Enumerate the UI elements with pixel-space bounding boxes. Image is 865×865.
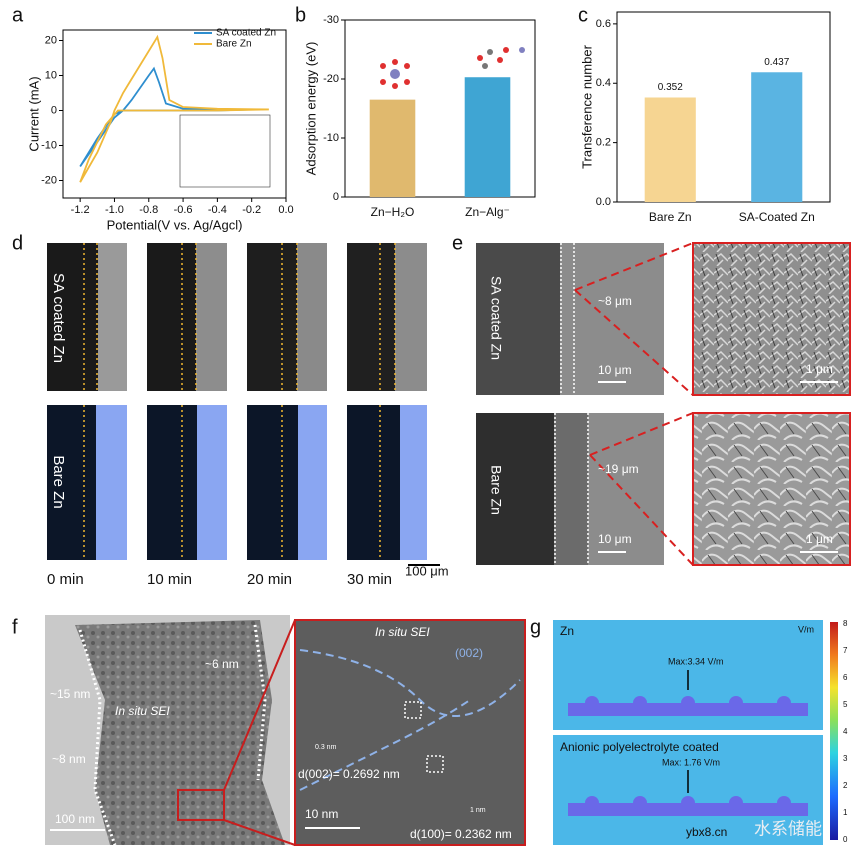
x-tick-label: Bare Zn: [649, 210, 692, 224]
series-line: [79, 34, 269, 183]
y-tick-label: -10: [41, 139, 57, 151]
y-tick-label: 0.0: [596, 196, 611, 208]
y-axis-label: Adsorption energy (eV): [303, 42, 318, 176]
y-tick-label: -10: [323, 132, 339, 144]
bar: [751, 72, 803, 202]
x-tick-label: -1.2: [71, 204, 90, 216]
time-label: 30 min: [347, 571, 392, 588]
colorbar-tick-label: 1: [843, 808, 848, 817]
bar: [369, 99, 416, 197]
y-tick-label: -20: [41, 174, 57, 186]
y-tick-label: 20: [45, 34, 57, 46]
y-tick-label: 0: [51, 104, 57, 116]
tem-label: (002): [455, 646, 483, 660]
x-axis-label: Potential(V vs. Ag/Agcl): [107, 217, 243, 232]
tem-label: d(100)= 0.2362 nm: [410, 827, 512, 841]
x-tick-label: 0.0: [278, 204, 293, 216]
legend-label: Bare Zn: [216, 39, 252, 50]
y-tick-label: 10: [45, 69, 57, 81]
field-simulation: [553, 620, 838, 845]
tem-label: ~8 nm: [52, 752, 86, 766]
tem-images: [45, 615, 526, 846]
region-label: Zn: [560, 624, 574, 638]
tem-label: 10 nm: [305, 807, 338, 821]
panel-label: d: [12, 232, 23, 254]
sem-images: [476, 242, 851, 566]
colorbar-tick-label: 6: [843, 673, 848, 682]
x-tick-label: Zn−Alg⁻: [465, 205, 510, 219]
y-tick-label: 0.2: [596, 137, 611, 149]
colorbar-tick-label: 5: [843, 700, 848, 709]
thickness-label: ~19 μm: [598, 462, 639, 476]
y-tick-label: 0.4: [596, 77, 611, 89]
inset: [179, 114, 271, 188]
tem-label: 0.3 nm: [315, 744, 337, 751]
x-tick-label: -1.0: [105, 204, 124, 216]
tem-label: 100 nm: [55, 812, 95, 826]
panel-label: e: [452, 232, 463, 254]
bar: [464, 77, 511, 197]
x-tick-label: Zn−H₂O: [371, 205, 415, 219]
tem-label: ~6 nm: [205, 657, 239, 671]
panel-label: g: [530, 616, 541, 638]
tem-label: In situ SEI: [115, 704, 170, 718]
watermark: ybx8.cn: [686, 825, 727, 839]
plot-frame: [616, 11, 831, 203]
scale-bar-label: 10 μm: [598, 363, 632, 377]
colorbar-tick-label: 4: [843, 727, 848, 736]
tem-label: ~15 nm: [50, 687, 90, 701]
colorbar-tick-label: 8: [843, 619, 848, 628]
y-tick-label: 0.6: [596, 18, 611, 30]
y-tick-label: 0: [333, 191, 339, 203]
tem-label: In situ SEI: [375, 625, 430, 639]
colorbar-tick-label: 7: [843, 646, 848, 655]
time-label: 10 min: [147, 571, 192, 588]
colorbar-tick-label: 0: [843, 835, 848, 844]
data-label: 0.437: [764, 57, 789, 68]
time-label: 20 min: [247, 571, 292, 588]
watermark: 水系储能: [754, 819, 822, 838]
scale-bar-label: 1 μm: [806, 532, 833, 546]
time-label: 0 min: [47, 571, 84, 588]
max-label: Max: 1.76 V/m: [662, 757, 720, 767]
y-tick-label: -30: [323, 14, 339, 26]
x-tick-label: -0.4: [208, 204, 227, 216]
panel-label: a: [12, 4, 24, 26]
tem-label: 1 nm: [470, 807, 486, 814]
panel-label: c: [578, 4, 588, 26]
region-label: Anionic polyelectrolyte coated: [560, 740, 719, 754]
molecule: [380, 47, 525, 89]
tem-label: d(002)= 0.2692 nm: [298, 767, 400, 781]
scale-bar-label: 100 μm: [405, 563, 449, 578]
optical-images: [47, 243, 440, 566]
plot-frame: [62, 29, 287, 199]
row-label: SA coated Zn: [50, 273, 67, 363]
x-tick-label: -0.2: [242, 204, 261, 216]
colorbar-tick-label: 3: [843, 754, 848, 763]
row-label: SA coated Zn: [488, 276, 504, 360]
legend-label: SA coated Zn: [216, 28, 276, 39]
row-label: Bare Zn: [488, 465, 504, 515]
scale-bar-label: 1 μm: [806, 362, 833, 376]
scale-bar-label: 10 μm: [598, 532, 632, 546]
max-label: Max:3.34 V/m: [668, 656, 724, 666]
y-tick-label: -20: [323, 73, 339, 85]
x-tick-label: -0.8: [139, 204, 158, 216]
x-tick-label: -0.6: [174, 204, 193, 216]
panel-label: b: [295, 4, 306, 26]
colorbar-tick-label: 2: [843, 781, 848, 790]
data-label: 0.352: [658, 82, 683, 93]
thickness-label: ~8 μm: [598, 294, 632, 308]
bar: [644, 97, 696, 202]
row-label: Bare Zn: [50, 455, 67, 508]
y-axis-label: Transference number: [579, 44, 594, 168]
unit-label: V/m: [798, 624, 814, 634]
y-axis-label: Current (mA): [26, 76, 41, 151]
panel-label: f: [12, 616, 18, 638]
x-tick-label: SA-Coated Zn: [739, 210, 815, 224]
plot-frame: [344, 19, 536, 198]
